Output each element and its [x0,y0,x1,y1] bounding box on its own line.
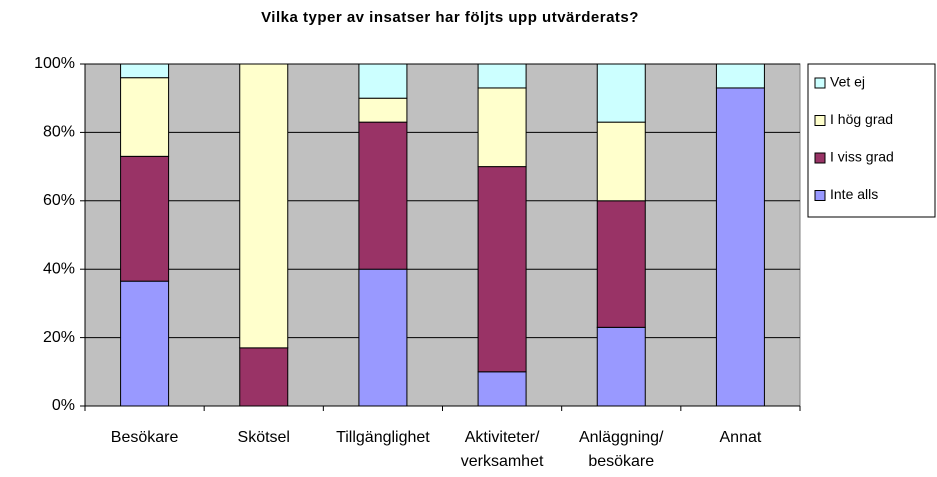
x-tick-label-line: Annat [720,429,762,446]
bar-segment [358,268,408,407]
legend-label: Vet ej [830,74,865,90]
y-tick-label: 20% [43,329,75,346]
x-tick-label-line: verksamhet [461,453,544,470]
legend-swatch [814,190,826,201]
bar-segment [715,63,765,89]
x-tick-label-line: Besökare [111,429,179,446]
bar-segment [477,63,527,89]
bar-segment [239,63,289,349]
y-tick-label: 0% [52,397,75,414]
x-tick-label: Annat [720,429,762,446]
legend-box [807,63,936,218]
x-tick-label: Anläggning/besökare [579,429,664,470]
legend-swatch [814,77,826,89]
legend-label: Inte alls [830,186,878,202]
bar-segment [358,121,408,270]
y-tick-label: 100% [34,55,75,72]
bar-segment [358,63,408,99]
x-tick-label-line: Skötsel [238,429,290,446]
bar-segment [596,63,646,123]
legend-label: I hög grad [830,111,893,127]
bar-segment [596,326,646,407]
bar-segment [120,63,170,79]
y-tick-label: 40% [43,260,75,277]
x-tick-label: Skötsel [238,429,290,446]
bar-segment [596,121,646,202]
legend-swatch [814,115,826,126]
chart-title: Vilka typer av insatser har följts upp u… [261,9,639,26]
x-tick-label-line: Anläggning/ [579,429,664,446]
x-tick-label-line: besökare [588,453,654,470]
bar-segment [596,200,646,328]
x-tick-label: Besökare [111,429,179,446]
bar-segment [477,371,527,407]
y-tick-label: 60% [43,192,75,209]
x-tick-label-line: Aktiviteter/ [465,429,540,446]
x-tick-label: Tillgänglighet [336,429,430,446]
x-tick-label: Aktiviteter/verksamhet [461,429,544,470]
bar-segment [239,347,289,407]
x-tick-label-line: Tillgänglighet [336,429,430,446]
plot-area [84,63,801,407]
bar-segment [358,97,408,123]
bar-segment [120,77,170,157]
legend-swatch [814,152,826,164]
bar-segment [715,87,765,407]
y-tick-label: 80% [43,124,75,141]
bar-segment [477,87,527,168]
bar-segment [120,280,170,407]
bar-segment [120,155,170,282]
bar-segment [477,166,527,373]
legend-label: I viss grad [830,149,894,165]
